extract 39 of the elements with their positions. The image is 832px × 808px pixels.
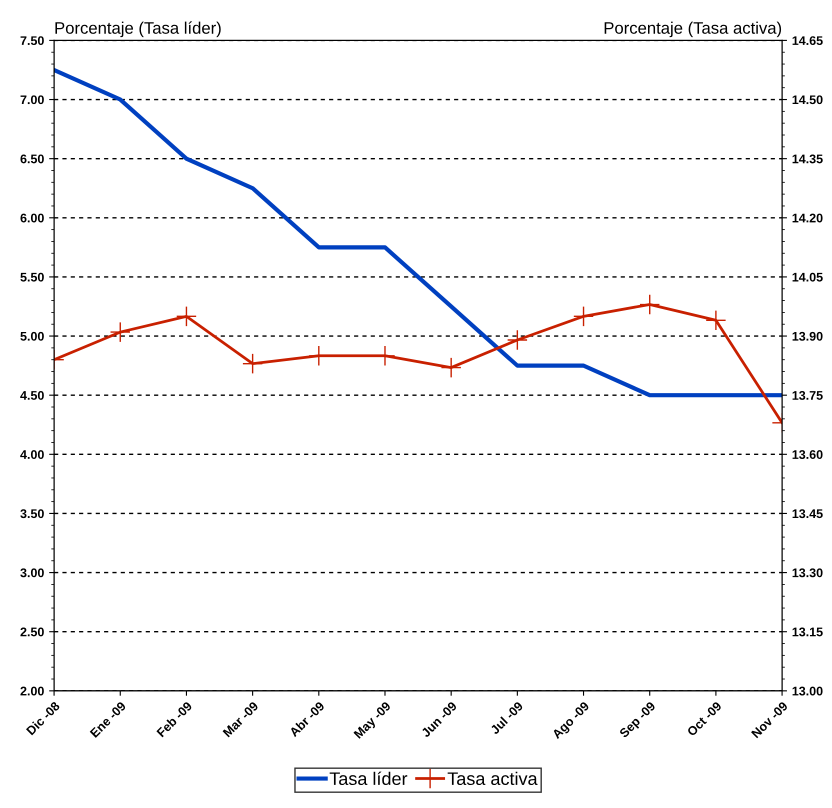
x-tick-label: Oct -09 xyxy=(686,701,722,737)
y-tick-label: 7.00 xyxy=(20,95,44,104)
y2-tick-label: 13.00 xyxy=(792,686,823,696)
y2-tick-label: 14.35 xyxy=(792,154,823,164)
y2-tick-label: 13.45 xyxy=(792,509,823,518)
y2-tick-label: 14.65 xyxy=(792,36,823,46)
x-tick-label: Mar -09 xyxy=(222,701,259,738)
y2-tick-label: 13.60 xyxy=(792,450,823,459)
y-tick-label: 6.00 xyxy=(20,214,44,222)
y2-tick-label: 14.05 xyxy=(792,272,823,282)
y-tick-label: 2.50 xyxy=(20,628,44,636)
y-tick-label: 2.00 xyxy=(20,686,44,696)
x-tick-label: Jul -09 xyxy=(489,700,524,735)
y2-tick-label: 14.50 xyxy=(792,95,823,104)
y2-tick-label: 13.90 xyxy=(792,332,823,341)
x-tick-label: Abr -09 xyxy=(288,700,325,738)
x-tick-label: Ago -09 xyxy=(552,701,592,741)
y-tick-label: 7.50 xyxy=(20,36,44,46)
x-tick-label: Jun -09 xyxy=(420,701,458,738)
y-axis-title: Porcentaje (Tasa líder) xyxy=(55,21,221,38)
x-tick-label: Nov -09 xyxy=(750,701,788,738)
y2-axis-title: Porcentaje (Tasa activa) xyxy=(604,22,782,38)
y2-tick-label: 13.30 xyxy=(792,568,823,578)
y-tick-label: 6.50 xyxy=(20,154,44,164)
y-tick-label: 5.00 xyxy=(20,332,44,341)
legend-label: Tasa activa xyxy=(448,772,538,786)
x-tick-label: Feb -09 xyxy=(156,700,193,738)
y-tick-label: 3.50 xyxy=(20,509,44,518)
y-tick-label: 4.50 xyxy=(20,390,44,400)
y-tick-label: 3.00 xyxy=(20,568,44,578)
legend-label: Tasa líder xyxy=(330,772,408,786)
x-tick-label: Dic -08 xyxy=(26,700,60,736)
y-tick-label: 5.50 xyxy=(20,272,44,282)
x-tick-label: Sep -09 xyxy=(618,701,658,740)
x-tick-label: Ene -09 xyxy=(90,701,126,738)
y2-tick-label: 13.75 xyxy=(792,390,823,400)
y2-tick-label: 14.20 xyxy=(792,214,823,222)
y2-tick-label: 13.15 xyxy=(792,628,823,636)
y-tick-label: 4.00 xyxy=(20,450,44,459)
